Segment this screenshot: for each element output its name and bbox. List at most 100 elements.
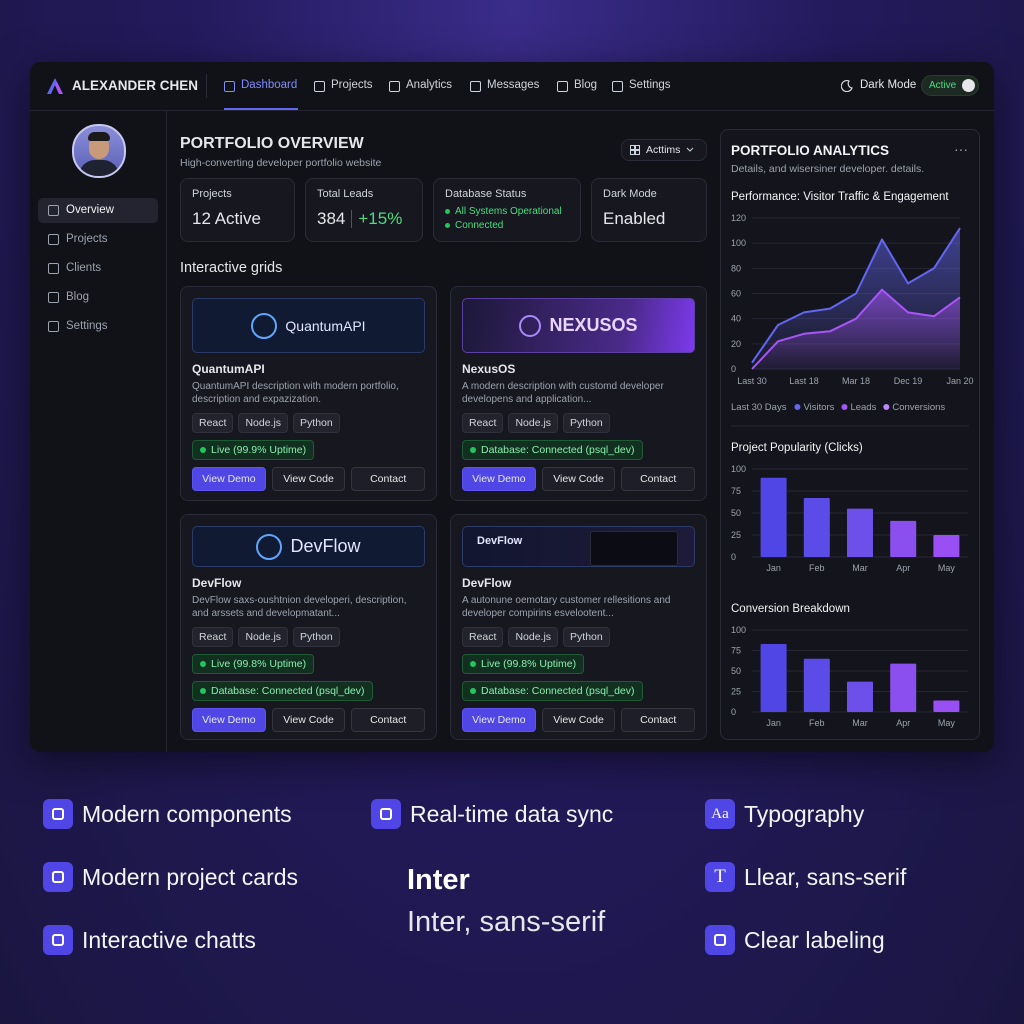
legend-label: Conversions — [892, 402, 945, 413]
card-button[interactable]: View Code — [541, 467, 616, 491]
card-button[interactable]: View Demo — [462, 467, 536, 491]
y-tick-label: 0 — [731, 707, 736, 717]
y-tick-label: 50 — [731, 666, 741, 676]
stat-card: Dark Mode Enabled — [591, 178, 707, 242]
card-button[interactable]: View Code — [271, 708, 346, 732]
y-tick-label: 50 — [731, 508, 741, 518]
icon-glyph — [52, 871, 64, 883]
actions-label: Acttims — [646, 144, 681, 156]
bar — [890, 520, 917, 557]
bar — [890, 663, 917, 712]
card-button[interactable]: View Demo — [192, 708, 266, 732]
tech-tag: Python — [293, 413, 340, 433]
stat-card: Total Leads 384 +15% — [305, 178, 423, 242]
y-tick-label: 0 — [731, 552, 736, 562]
y-tick-label: 25 — [731, 687, 741, 697]
card-button[interactable]: View Demo — [462, 708, 536, 732]
project-card: QuantumAPI QuantumAPI QuantumAPI descripti… — [180, 286, 437, 501]
x-tick-label: Feb — [809, 718, 825, 728]
x-tick-label: Mar — [852, 718, 868, 728]
card-button[interactable]: Contact — [621, 708, 696, 732]
font-sample-family: Inter, sans-serif — [407, 906, 606, 938]
actions-dropdown[interactable]: Acttims — [621, 139, 707, 161]
button-row: View Demo View Code Contact — [462, 708, 696, 732]
dashboard-window: ALEXANDER CHEN Dark Mode Active PORTFOLI… — [30, 62, 994, 752]
icon-glyph — [52, 808, 64, 820]
y-tick-label: 80 — [731, 263, 741, 273]
legend-swatch — [883, 404, 890, 410]
card-button[interactable]: View Code — [271, 467, 346, 491]
x-tick-label: Mar 18 — [842, 376, 870, 386]
side-icon — [48, 234, 59, 245]
status-text: All Systems Operational — [455, 206, 562, 217]
stat-label: Dark Mode — [603, 188, 657, 200]
card-button[interactable]: View Demo — [192, 467, 266, 491]
nav-tab[interactable]: Settings — [629, 79, 671, 91]
card-button[interactable]: Contact — [621, 467, 696, 491]
tech-tag: Node.js — [238, 627, 289, 647]
y-tick-label: 100 — [731, 238, 746, 248]
tab-icon — [314, 81, 325, 92]
bar — [760, 643, 787, 712]
nav-tab[interactable]: Projects — [331, 79, 373, 91]
sidebar-item[interactable]: Projects — [66, 233, 108, 245]
stat-value-row: 12 Active — [192, 209, 283, 229]
tech-tag: Node.js — [508, 413, 559, 433]
feature-text: Llear, sans-serif — [744, 864, 907, 890]
avatar-hair — [88, 132, 110, 141]
tag-row: React Node.js Python — [192, 413, 425, 433]
feature-icon — [43, 862, 73, 892]
nav-tab[interactable]: Messages — [487, 79, 540, 91]
project-card: DevFlow DevFlow A autonune oemotary custom… — [450, 514, 707, 740]
x-tick-label: Apr — [896, 718, 910, 728]
grid-title: Interactive grids — [180, 260, 283, 276]
card-button[interactable]: Contact — [351, 467, 426, 491]
tech-tag: React — [462, 413, 504, 433]
stat-card: Database Status All Systems Operational Co… — [433, 178, 581, 242]
project-card: DevFlow DevFlow DevFlow saxs-oushtnion dev… — [180, 514, 437, 740]
project-description: QuantumAPI description with modern portf… — [192, 381, 399, 405]
status-line: All Systems Operational — [445, 206, 569, 217]
bar — [847, 508, 873, 557]
stat-label: Total Leads — [317, 188, 374, 200]
brand-logo — [47, 78, 63, 94]
card-button[interactable]: Contact — [351, 708, 426, 732]
status-line: Connected — [445, 220, 569, 231]
sidebar-item[interactable]: Settings — [66, 320, 108, 332]
y-tick-label: 0 — [731, 364, 736, 374]
banner-logo — [256, 533, 283, 560]
sidebar-item[interactable]: Blog — [66, 291, 90, 303]
chart-title: Conversion Breakdown — [731, 603, 850, 615]
feature-text: Modern components — [82, 801, 292, 827]
analytics-panel: PORTFOLIO ANALYTICS ··· Details, and wiser… — [720, 129, 980, 740]
tech-tag: React — [192, 627, 234, 647]
sidebar-item[interactable]: Overview — [66, 204, 114, 216]
stat-value-row: 384 +15% — [317, 209, 411, 229]
card-button[interactable]: View Code — [541, 708, 616, 732]
dark-mode-toggle[interactable]: Active — [921, 75, 979, 96]
tech-tag: Node.js — [238, 413, 289, 433]
bar — [803, 658, 830, 712]
icon-glyph — [52, 934, 64, 946]
stat-label: Projects — [192, 188, 232, 200]
y-tick-label: 20 — [731, 339, 741, 349]
legend-swatch — [841, 404, 848, 410]
nav-tab[interactable]: Blog — [574, 79, 598, 91]
nav-tab[interactable]: Dashboard — [241, 79, 298, 91]
top-nav: ALEXANDER CHEN Dark Mode Active — [30, 62, 994, 111]
status-badge: Live (99.8% Uptime) — [192, 654, 315, 674]
project-banner: QuantumAPI — [192, 298, 425, 353]
tech-tag: React — [462, 627, 504, 647]
nav-tab[interactable]: Analytics — [406, 79, 453, 91]
sidebar-item[interactable]: Clients — [66, 262, 102, 274]
stat-card: Projects 12 Active — [180, 178, 295, 242]
project-name: DevFlow — [192, 576, 242, 590]
legend-title: Last 30 Days — [731, 402, 787, 413]
project-banner: DevFlow — [192, 526, 425, 567]
status-badge: Database: Connected (psql_dev) — [462, 681, 643, 701]
side-icon — [48, 263, 59, 274]
feature-icon — [705, 925, 735, 955]
feature-text: Real-time data sync — [410, 801, 614, 827]
status-text: Connected — [455, 220, 504, 231]
